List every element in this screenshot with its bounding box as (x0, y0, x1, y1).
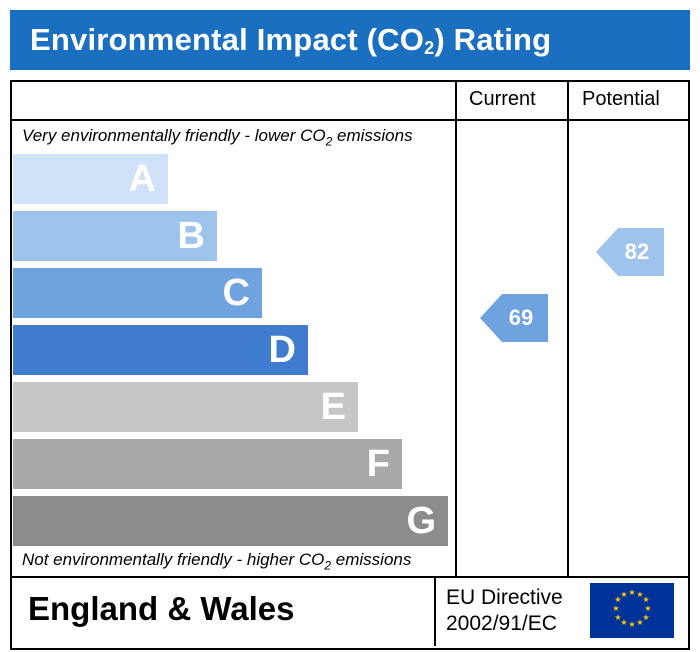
svg-text:★: ★ (642, 595, 649, 604)
eu-stars: ★ ★ ★ ★ ★ ★ ★ ★ ★ ★ ★ ★ (612, 588, 651, 629)
band-a: A (13, 154, 168, 204)
footer-line (12, 576, 688, 578)
svg-text:★: ★ (614, 595, 621, 604)
column-current-header: Current (469, 88, 536, 110)
scale-top-note: Very environmentally friendly - lower CO… (22, 126, 413, 149)
band-b: B (13, 211, 217, 261)
divider-potential-left (567, 82, 569, 576)
directive-line-1: EU Directive (446, 586, 563, 609)
directive-line-2: 2002/91/EC (446, 612, 557, 635)
header-row-line (12, 119, 688, 121)
band-letter: A (128, 158, 156, 200)
svg-text:★: ★ (628, 588, 635, 597)
band-d: D (13, 325, 308, 375)
current-rating-arrow: 69 (480, 294, 548, 342)
svg-text:★: ★ (620, 590, 627, 599)
band-letter: F (366, 443, 390, 485)
band-letter: G (406, 500, 436, 542)
svg-text:★: ★ (614, 613, 621, 622)
region-label: England & Wales (28, 590, 295, 627)
directive-divider (434, 578, 436, 646)
band-g: G (13, 496, 448, 546)
chart-title: Environmental Impact (CO2) Rating (30, 22, 552, 58)
potential-arrow-shape (596, 228, 664, 276)
eu-flag-icon: ★ ★ ★ ★ ★ ★ ★ ★ ★ ★ ★ ★ (590, 583, 674, 638)
svg-text:★: ★ (636, 590, 643, 599)
band-letter: E (320, 386, 346, 428)
svg-text:★: ★ (612, 604, 619, 613)
title-bar: Environmental Impact (CO2) Rating (10, 10, 690, 70)
rating-frame (10, 80, 690, 650)
svg-text:★: ★ (620, 618, 627, 627)
band-letter: B (177, 215, 205, 257)
current-rating-value: 69 (508, 305, 534, 330)
svg-text:★: ★ (644, 604, 651, 613)
band-letter: C (222, 272, 250, 314)
band-c: C (13, 268, 262, 318)
svg-text:★: ★ (642, 613, 649, 622)
svg-text:★: ★ (628, 620, 635, 629)
potential-rating-arrow: 82 (596, 228, 664, 276)
divider-current-left (455, 82, 457, 576)
potential-rating-value: 82 (624, 239, 650, 264)
scale-bottom-note: Not environmentally friendly - higher CO… (22, 550, 412, 573)
svg-text:★: ★ (636, 618, 643, 627)
band-f: F (13, 439, 402, 489)
band-e: E (13, 382, 358, 432)
band-letter: D (268, 329, 296, 371)
current-arrow-shape (480, 294, 548, 342)
column-potential-header: Potential (582, 88, 660, 110)
